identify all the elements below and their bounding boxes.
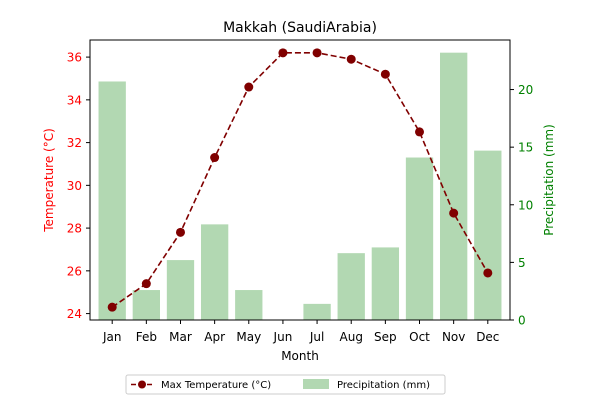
precipitation-bars [98,52,502,321]
legend-box [125,374,446,395]
temp-point-sep [380,69,390,79]
x-tick-label: Jul [309,330,324,344]
precip-bar-sep [371,247,400,320]
precip-bar-may [235,290,263,320]
precip-bar-aug [337,253,365,320]
temp-point-may [244,82,254,92]
legend-precipitation-label: Precipitation (mm) [337,380,430,391]
left-axis-ticks: 24 26 28 30 32 34 36 [67,51,90,321]
precip-bar-nov [440,52,468,320]
precip-bar-apr [200,224,229,320]
left-tick-label: 30 [67,179,82,193]
right-tick-label: 0 [518,314,526,328]
left-tick-label: 24 [67,307,82,321]
temperature-line [111,52,489,308]
x-axis-label: Month [281,349,319,363]
temp-point-dec [483,268,493,278]
x-tick-label: Feb [136,330,157,344]
x-tick-label: Sep [374,330,397,344]
temp-point-aug [346,54,356,64]
legend-bar-swatch [303,379,329,389]
x-tick-label: May [236,330,261,344]
right-tick-label: 10 [518,198,533,212]
left-tick-label: 36 [67,51,82,65]
legend-temperature-label: Max Temperature (°C) [161,380,271,391]
right-axis-label: Precipitation (mm) [542,124,556,236]
temp-point-oct [415,127,425,137]
x-tick-label: Apr [204,330,225,344]
left-tick-label: 26 [67,264,82,278]
left-tick-label: 28 [67,222,82,236]
left-axis-label: Temperature (°C) [42,128,56,233]
x-tick-label: Oct [409,330,430,344]
temp-point-feb [141,279,151,289]
precip-bar-jul [303,303,331,320]
x-axis-ticks: Jan Feb Mar Apr May Jun Jul Aug Sep Oct Nov Dec [102,320,499,344]
x-tick-label: Mar [169,330,192,344]
right-tick-label: 20 [518,83,533,97]
x-tick-label: Jun [273,330,293,344]
left-tick-label: 32 [67,136,82,150]
plot-frame [89,39,511,321]
precip-bar-jan [98,81,126,321]
temp-point-apr [210,153,220,163]
chart-title: Makkah (SaudiArabia) [223,20,377,36]
x-tick-label: Nov [442,330,465,344]
precip-bar-feb [132,290,160,320]
temp-point-jun [278,48,288,58]
temp-point-nov [449,208,459,218]
x-tick-label: Dec [476,330,499,344]
precip-bar-oct [405,157,434,320]
right-tick-label: 5 [518,256,526,270]
temperature-line-layer [107,48,493,312]
legend: Max Temperature (°C) Precipitation (mm) [125,374,446,395]
left-tick-label: 34 [67,93,82,107]
right-axis-ticks: 0 5 10 15 20 [510,83,533,328]
temp-point-mar [175,227,185,237]
right-tick-label: 15 [518,141,533,155]
x-tick-label: Jan [102,330,122,344]
legend-marker-swatch [138,380,146,389]
x-tick-label: Aug [340,330,363,344]
precip-bar-mar [166,260,195,320]
temp-point-jan [107,302,117,312]
precip-bar-dec [474,150,502,320]
temp-point-jul [312,48,322,58]
